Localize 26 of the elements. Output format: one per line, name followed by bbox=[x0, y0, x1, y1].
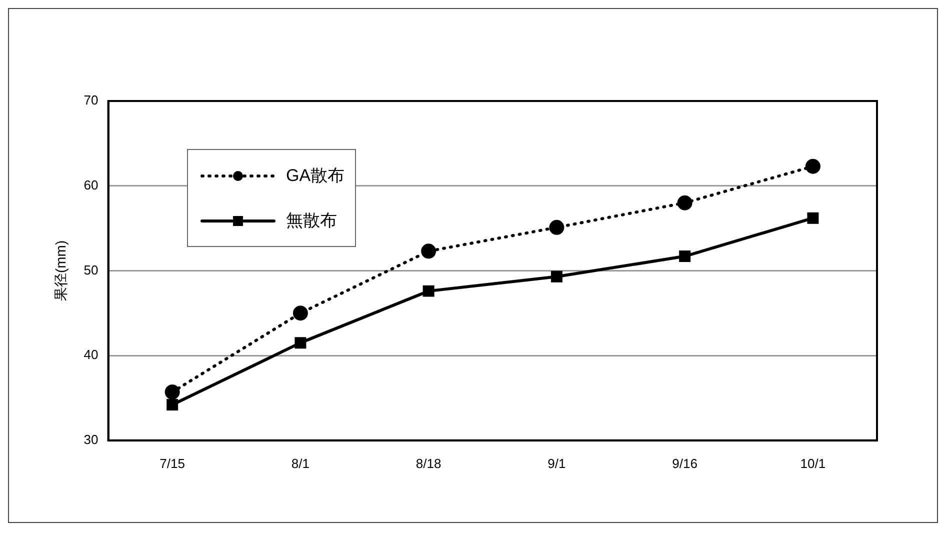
x-tick-label: 9/1 bbox=[548, 456, 566, 471]
point bbox=[549, 220, 564, 235]
legend-label: GA散布 bbox=[286, 165, 345, 187]
y-axis-title: 果径(mm) bbox=[52, 240, 68, 302]
y-tick-label: 70 bbox=[84, 92, 98, 108]
point bbox=[164, 384, 180, 400]
point bbox=[422, 285, 434, 297]
x-tick-label: 7/15 bbox=[160, 456, 185, 471]
point bbox=[677, 195, 692, 210]
y-tick-label: 60 bbox=[84, 177, 98, 192]
legend-label: 無散布 bbox=[286, 210, 337, 232]
y-tick-label: 50 bbox=[84, 262, 98, 278]
x-tick-label: 8/18 bbox=[416, 456, 442, 471]
point bbox=[292, 306, 308, 321]
point bbox=[807, 212, 819, 224]
y-tick-label: 40 bbox=[84, 347, 98, 362]
point bbox=[550, 270, 562, 282]
x-tick-label: 9/16 bbox=[672, 456, 698, 471]
x-tick-label: 10/1 bbox=[800, 456, 826, 471]
point bbox=[421, 244, 436, 259]
x-tick-label: 8/1 bbox=[291, 456, 310, 471]
point bbox=[294, 337, 306, 349]
point bbox=[166, 399, 178, 411]
point bbox=[805, 158, 820, 174]
y-tick-label: 30 bbox=[84, 432, 98, 447]
point bbox=[679, 250, 691, 262]
